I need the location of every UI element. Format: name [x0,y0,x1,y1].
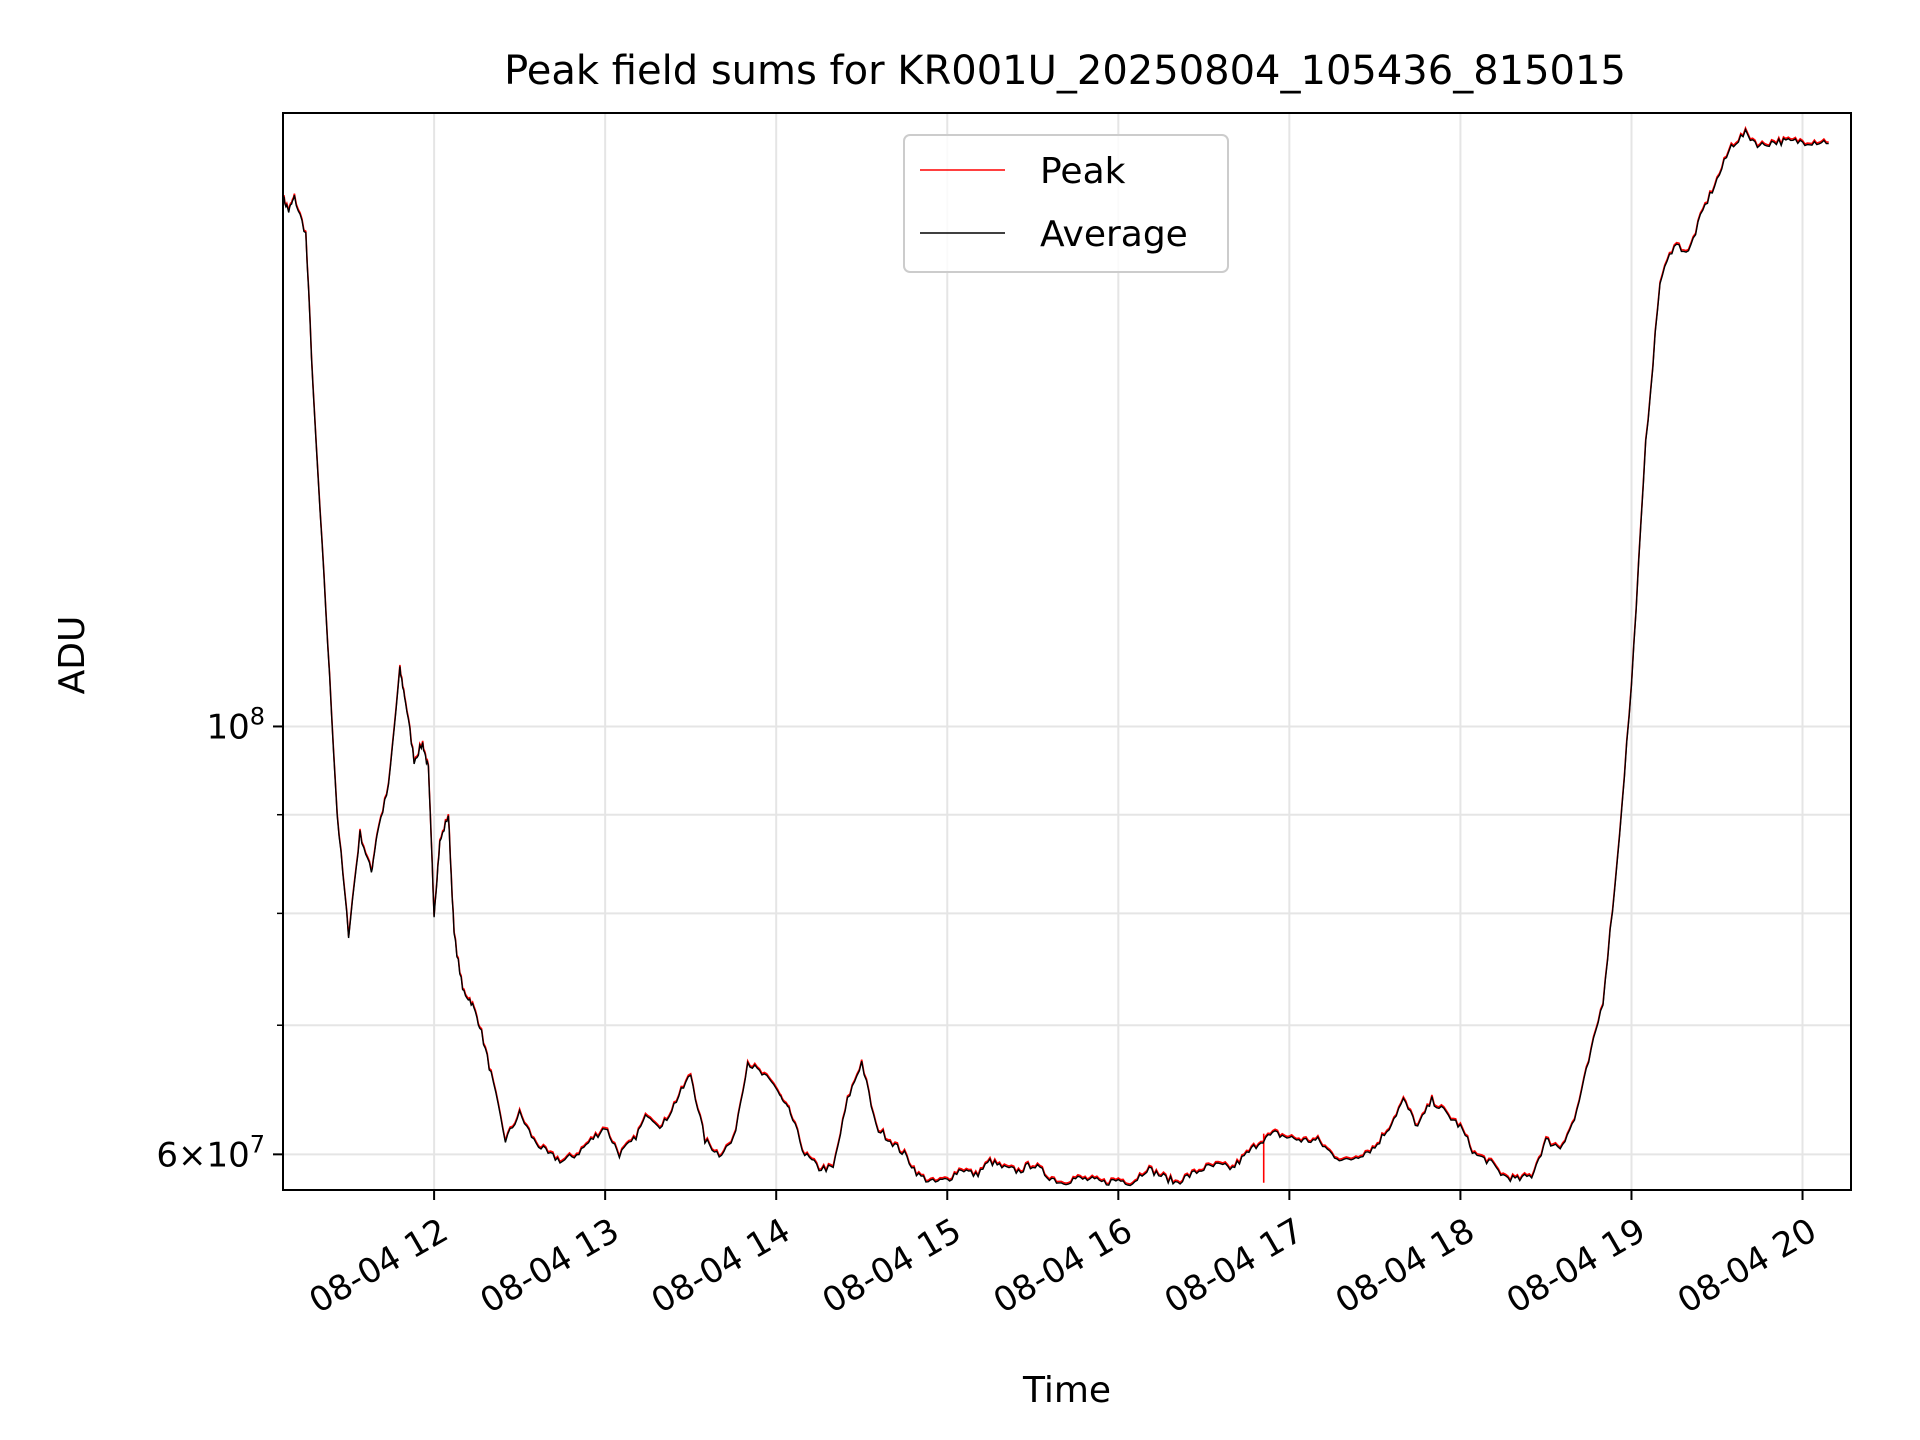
grid [283,113,1851,1190]
chart-title: Peak field sums for KR001U_20250804_1054… [504,48,1626,94]
x-axis-label: Time [1022,1370,1111,1411]
legend: Peak Average [903,134,1229,273]
plot-frame [282,112,1852,1191]
legend-peak-label: Peak [1040,151,1126,192]
legend-average-label: Average [1040,214,1188,255]
series-group [282,125,1829,1187]
y-tick-label: 6×107 [156,1130,265,1175]
y-tick-label: 108 [206,702,265,747]
series-average-line [282,127,1829,1187]
y-axis: 108 6×107 [156,702,283,1175]
y-axis-label: ADU [52,616,93,695]
